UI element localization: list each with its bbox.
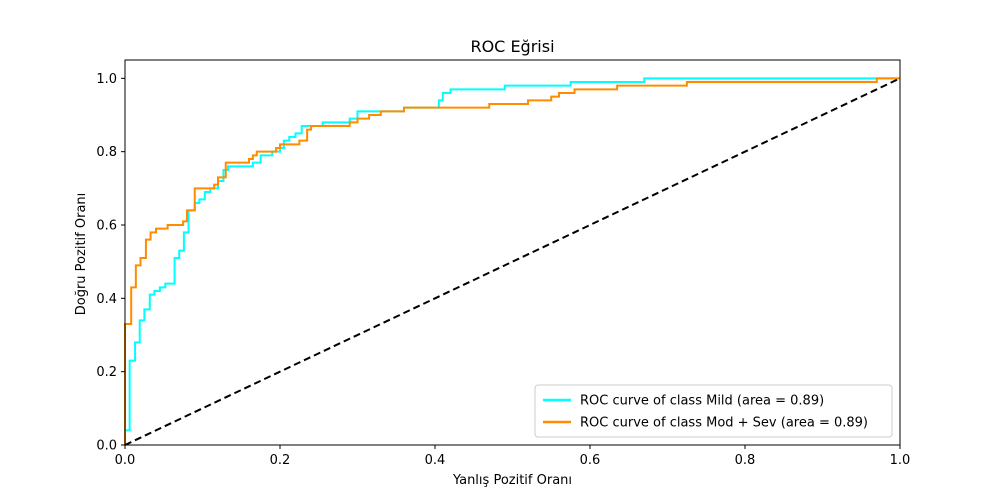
x-tick-label: 0.2 bbox=[270, 453, 291, 468]
roc-series-line-1 bbox=[124, 77, 900, 445]
legend: ROC curve of class Mild (area = 0.89) ROC… bbox=[534, 384, 893, 438]
y-tick-label: 0.2 bbox=[96, 365, 117, 380]
x-tick-label: 0.8 bbox=[735, 453, 756, 468]
y-tick-label: 0.6 bbox=[96, 219, 117, 234]
x-tick-label: 0.0 bbox=[115, 453, 136, 468]
legend-label: ROC curve of class Mild (area = 0.89) bbox=[580, 394, 824, 409]
plot-area bbox=[124, 77, 901, 446]
y-axis-label: Doğru Pozitif Oranı bbox=[74, 193, 89, 316]
roc-series-line-0 bbox=[124, 77, 900, 445]
y-tick-label: 0.0 bbox=[96, 439, 117, 454]
y-tick-label: 0.8 bbox=[96, 145, 117, 160]
y-tick-label: 0.4 bbox=[96, 292, 117, 307]
chart-title: ROC Eğrisi bbox=[470, 37, 554, 56]
x-tick-label: 0.4 bbox=[425, 453, 446, 468]
axes-frame bbox=[124, 59, 901, 446]
x-tick-label: 0.6 bbox=[580, 453, 601, 468]
x-tick-label: 1.0 bbox=[890, 453, 911, 468]
axes-ticks: 0.0 0.2 0.4 0.6 0.8 1.0 0.0 0.2 0.4 0.6 0.8 1.0 bbox=[96, 72, 910, 468]
y-tick-label: 1.0 bbox=[96, 72, 117, 87]
legend-label: ROC curve of class Mod + Sev (area = 0.8… bbox=[580, 416, 868, 431]
x-axis-label: Yanlış Pozitif Oranı bbox=[452, 473, 572, 488]
legend-box bbox=[534, 384, 893, 438]
